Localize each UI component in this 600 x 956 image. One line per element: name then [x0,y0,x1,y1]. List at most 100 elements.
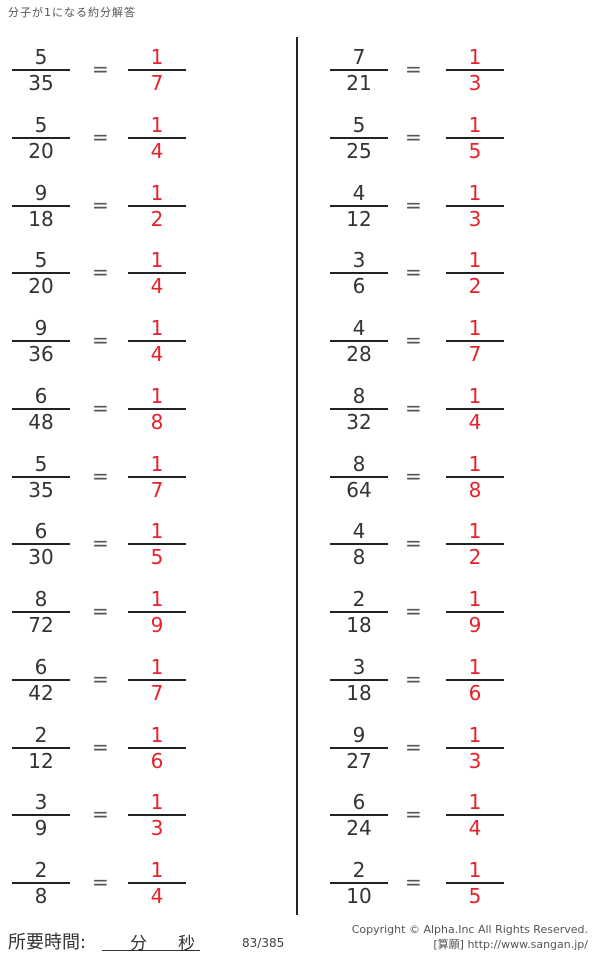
denominator: 9 [34,816,48,841]
problem-row: 8 72 = 1 9 [0,589,600,659]
question-fraction: 4 28 [330,318,388,388]
numerator: 1 [150,180,164,205]
numerator: 1 [150,858,164,882]
denominator: 18 [346,613,372,637]
denominator: 2 [468,274,482,299]
denominator: 5 [468,884,482,908]
fraction-bar [446,611,504,613]
fraction-bar [330,814,388,817]
question-fraction: 4 8 [330,521,388,591]
numerator: 8 [352,383,366,408]
denominator: 30 [28,545,54,570]
fraction-bar [446,272,504,275]
numerator: 1 [150,519,164,544]
answer-fraction: 1 7 [128,47,186,117]
question-fraction: 3 18 [330,657,388,727]
fraction-bar [128,746,186,749]
numerator: 6 [34,519,48,544]
numerator: 2 [352,858,366,882]
answer-fraction: 1 4 [446,386,504,456]
fraction-bar [12,204,70,207]
question-fraction: 8 72 [12,589,70,659]
denominator: 8 [34,884,48,908]
equals-sign: = [405,124,422,149]
denominator: 12 [346,206,372,231]
problem-row: 9 27 = 1 3 [0,725,600,795]
time-label: 所要時間: [8,932,87,953]
equals-sign: = [405,328,422,352]
fraction-bar [128,678,186,681]
denominator: 64 [346,477,372,502]
denominator: 3 [468,206,482,231]
site-url[interactable]: [算願] http://www.sangan.jp/ [433,938,588,951]
denominator: 4 [468,409,482,434]
denominator: 12 [28,748,54,773]
numerator: 1 [468,722,482,747]
denominator: 20 [28,274,54,299]
equals-sign: = [92,531,109,556]
denominator: 42 [28,680,54,705]
equals-sign: = [405,260,422,285]
fraction-bar [446,69,504,71]
equals-sign: = [92,599,109,623]
denominator: 3 [468,71,482,95]
fraction-bar [12,136,70,139]
numerator: 5 [34,45,48,69]
worksheet-title: 分子が1になる約分解答 [8,6,136,19]
problem-row: 3 9 = 1 3 [0,792,600,862]
equals-sign: = [405,463,422,488]
fraction-bar [446,678,504,681]
problem-row: 5 35 = 1 7 [0,47,600,117]
problem-row: 6 42 = 1 7 [0,657,600,727]
denominator: 2 [150,206,164,231]
denominator: 9 [468,613,482,637]
numerator: 8 [352,451,366,476]
denominator: 7 [150,71,164,95]
denominator: 72 [28,613,54,637]
numerator: 1 [468,383,482,408]
numerator: 1 [150,654,164,679]
numerator: 2 [34,858,48,882]
fraction-bar [446,882,504,884]
equals-sign: = [405,192,422,217]
denominator: 6 [150,748,164,773]
fraction-bar [12,543,70,546]
numerator: 1 [150,316,164,340]
numerator: 7 [352,45,366,69]
question-fraction: 2 18 [330,589,388,659]
denominator: 32 [346,409,372,434]
equals-sign: = [405,870,422,894]
denominator: 7 [150,680,164,705]
answer-fraction: 1 4 [128,250,186,320]
numerator: 9 [34,180,48,205]
denominator: 4 [150,342,164,366]
problem-row: 5 20 = 1 4 [0,250,600,320]
problem-row: 3 6 = 1 2 [0,250,600,320]
numerator: 1 [468,45,482,69]
question-fraction: 5 35 [12,454,70,524]
question-fraction: 5 35 [12,47,70,117]
fraction-bar [330,543,388,546]
fraction-bar [12,407,70,410]
denominator: 8 [468,477,482,502]
numerator: 1 [150,722,164,747]
answer-fraction: 1 4 [446,792,504,862]
numerator: 1 [150,451,164,476]
column-divider [296,37,298,915]
answer-fraction: 1 6 [128,725,186,795]
question-fraction: 5 20 [12,115,70,185]
question-fraction: 7 21 [330,47,388,117]
answer-fraction: 1 4 [128,115,186,185]
denominator: 20 [28,138,54,163]
denominator: 35 [28,71,54,95]
question-fraction: 6 24 [330,792,388,862]
fraction-bar [446,204,504,207]
answer-fraction: 1 2 [446,250,504,320]
answer-fraction: 1 6 [446,657,504,727]
fraction-bar [12,746,70,749]
fraction-bar [446,543,504,546]
question-fraction: 3 6 [330,250,388,320]
fraction-bar [330,204,388,207]
question-fraction: 8 64 [330,454,388,524]
answer-fraction: 1 9 [128,589,186,659]
